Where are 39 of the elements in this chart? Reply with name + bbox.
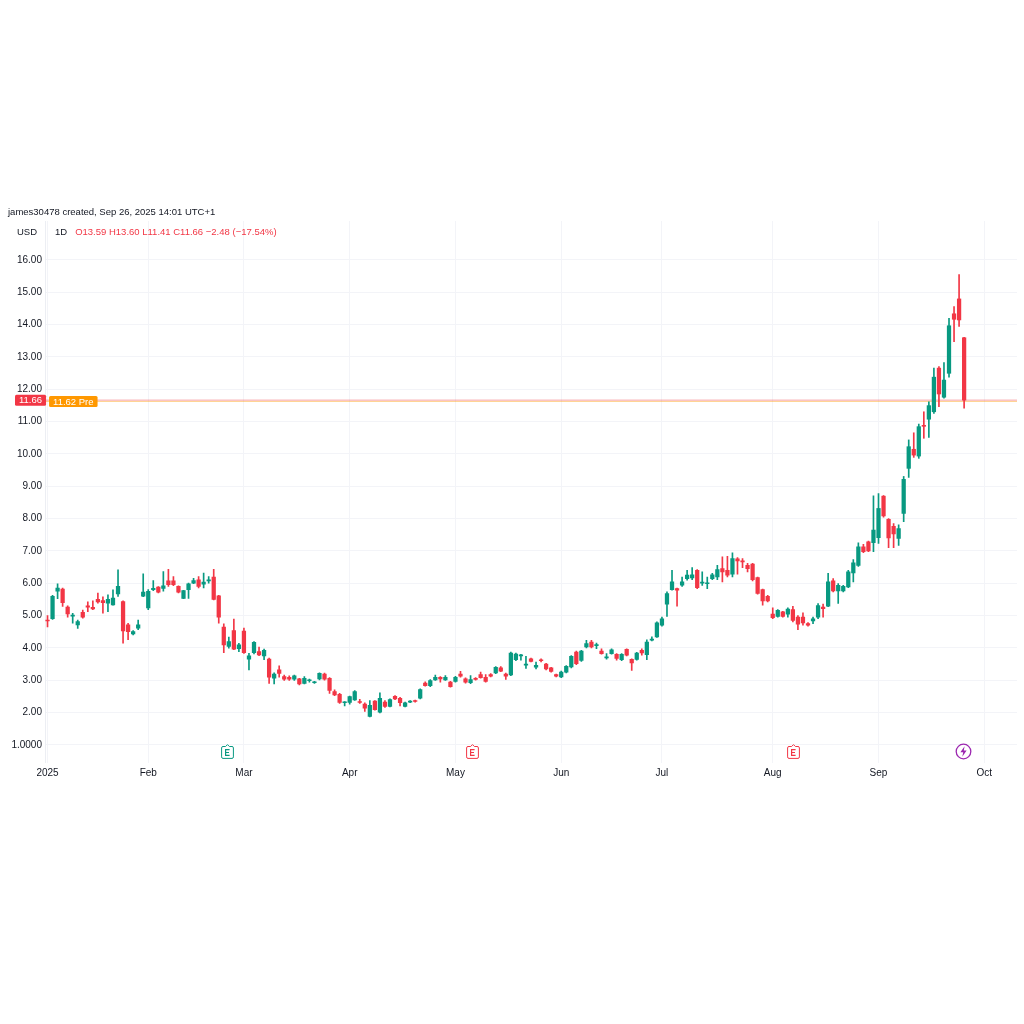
y-tick-label: 14.00 (16, 318, 43, 330)
candlestick (100, 596, 106, 614)
y-tick-label: 5.00 (22, 609, 43, 621)
x-tick-label: 2025 (36, 767, 60, 779)
ref-line-label: 11.66 (19, 394, 43, 406)
x-tick-label: Oct (976, 767, 993, 779)
candlestick (151, 580, 156, 591)
y-axis-title: USD (17, 226, 39, 238)
y-tick-label: 3.00 (22, 673, 43, 685)
candlestick (105, 594, 111, 612)
x-tick-label: Jul (655, 767, 669, 779)
candlestick (523, 655, 529, 669)
y-tick-label: 1.0000 (11, 738, 43, 750)
y-tick-label: 12.00 (16, 382, 43, 394)
y-tick-label: 10.00 (16, 447, 43, 459)
y-tick-label: 4.00 (22, 641, 43, 653)
x-tick-label: May (446, 767, 465, 779)
y-tick-label: 15.00 (16, 285, 43, 297)
y-tick-label: 16.00 (16, 253, 43, 265)
y-tick-label: 9.00 (22, 479, 43, 491)
ref-line-label: 11.62 Pre (53, 395, 94, 407)
y-tick-label: 13.00 (16, 350, 43, 362)
candlestick (85, 601, 90, 612)
x-tick-label: Jun (553, 767, 570, 779)
x-tick-label: Apr (341, 767, 359, 779)
y-tick-label: 6.00 (22, 576, 43, 588)
y-tick-label: 7.00 (22, 544, 43, 556)
text: O13.59 H13.60 L11.41 C11.66 −2.48 (−17.54%) (75, 226, 277, 238)
y-tick-label: 11.00 (17, 415, 43, 427)
x-tick-label: Sep (869, 767, 888, 779)
candlestick (674, 587, 680, 607)
x-tick-label: Aug (763, 767, 782, 779)
text: 1D (55, 226, 68, 238)
y-tick-label: 2.00 (22, 706, 43, 718)
text: james30478 created, Sep 26, 2025 14:01 UTC+1 (8, 206, 216, 218)
candlestick (921, 411, 926, 439)
x-tick-label: Feb (139, 767, 158, 779)
x-tick-label: Mar (235, 767, 254, 779)
y-tick-label: 8.00 (22, 512, 43, 524)
